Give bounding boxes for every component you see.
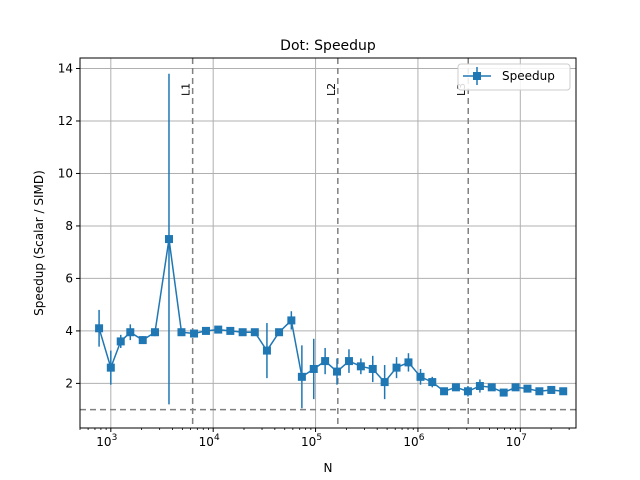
data-point-marker bbox=[440, 387, 449, 396]
data-point-marker bbox=[356, 362, 365, 371]
data-point-marker bbox=[321, 357, 330, 366]
y-tick-label: 6 bbox=[65, 271, 73, 285]
data-point-marker bbox=[126, 328, 135, 337]
data-point-marker bbox=[511, 383, 520, 392]
grid-lines bbox=[80, 58, 576, 428]
y-tick-label: 4 bbox=[65, 324, 73, 338]
x-tick-label: 106 bbox=[403, 433, 424, 449]
data-point-marker bbox=[416, 372, 425, 381]
cache-label-l2: L2 bbox=[325, 83, 338, 96]
x-tick-label: 107 bbox=[506, 433, 527, 449]
data-point-marker bbox=[404, 358, 413, 367]
legend-square-marker bbox=[473, 72, 481, 80]
data-point-marker bbox=[451, 383, 460, 392]
data-point-marker bbox=[333, 367, 342, 376]
data-point-marker bbox=[297, 372, 306, 381]
y-axis-label: Speedup (Scalar / SIMD) bbox=[32, 170, 46, 316]
data-point-marker bbox=[392, 363, 401, 372]
x-axis-label: N bbox=[324, 461, 333, 475]
data-point-marker bbox=[262, 346, 271, 355]
reference-lines: L1L2L3 bbox=[80, 58, 576, 428]
data-point-marker bbox=[287, 316, 296, 325]
series-speedup bbox=[95, 235, 568, 397]
data-point-marker bbox=[523, 384, 532, 393]
plot-frame bbox=[79, 57, 577, 429]
x-tick-label: 103 bbox=[96, 433, 117, 449]
data-point-marker bbox=[559, 387, 568, 396]
y-tick-label: 8 bbox=[65, 219, 73, 233]
data-point-marker bbox=[238, 328, 247, 337]
data-point-marker bbox=[177, 328, 186, 337]
x-tick-label: 104 bbox=[199, 433, 220, 449]
y-tick-label: 10 bbox=[58, 166, 73, 180]
data-point-marker bbox=[138, 336, 147, 345]
data-point-marker bbox=[309, 364, 318, 373]
data-point-marker bbox=[487, 383, 496, 392]
y-tick-label: 14 bbox=[58, 61, 73, 75]
data-point-marker bbox=[226, 326, 235, 335]
data-point-marker bbox=[95, 324, 104, 333]
data-point-marker bbox=[380, 378, 389, 387]
data-point-marker bbox=[368, 364, 377, 373]
cache-label-l1: L1 bbox=[180, 83, 193, 96]
data-point-marker bbox=[214, 325, 223, 334]
data-point-marker bbox=[535, 387, 544, 396]
data-point-marker bbox=[499, 388, 508, 397]
data-point-marker bbox=[344, 357, 353, 366]
chart-title: Dot: Speedup bbox=[280, 38, 376, 54]
legend: Speedup bbox=[457, 63, 571, 91]
data-point-marker bbox=[463, 387, 472, 396]
data-point-marker bbox=[428, 378, 437, 387]
data-point-marker bbox=[201, 326, 210, 335]
data-point-marker bbox=[475, 382, 484, 391]
data-point-marker bbox=[250, 328, 259, 337]
legend-label-speedup: Speedup bbox=[502, 69, 555, 83]
data-point-marker bbox=[116, 337, 125, 346]
y-tick-label: 2 bbox=[65, 376, 73, 390]
legend-box bbox=[457, 63, 571, 91]
data-point-marker bbox=[275, 328, 284, 337]
x-tick-label: 105 bbox=[301, 433, 322, 449]
y-tick-label: 12 bbox=[58, 114, 73, 128]
data-point-marker bbox=[190, 329, 199, 338]
data-point-marker bbox=[547, 385, 556, 394]
series-line bbox=[98, 238, 564, 394]
data-point-marker bbox=[164, 235, 173, 244]
data-point-marker bbox=[150, 328, 159, 337]
data-point-marker bbox=[106, 363, 115, 372]
